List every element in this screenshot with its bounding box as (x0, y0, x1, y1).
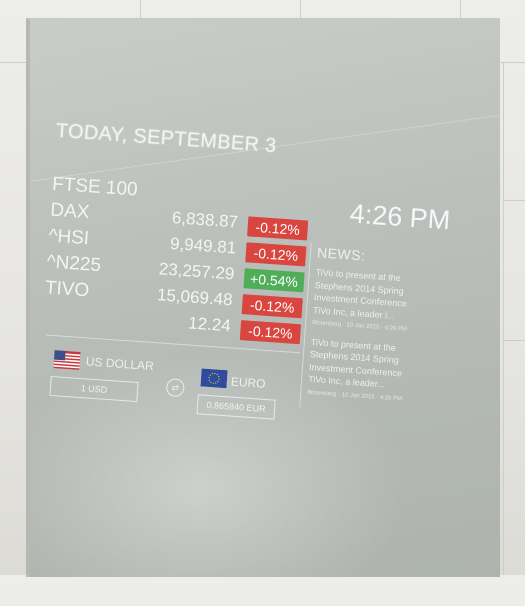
news-headline: TiVo to present at the Stephens 2014 Spr… (307, 336, 403, 390)
stock-price: 12.24 (187, 313, 232, 336)
stock-symbol: DAX (49, 199, 91, 224)
eu-flag-icon (200, 368, 228, 389)
news-panel: NEWS: TiVo to present at the Stephens 20… (307, 244, 428, 406)
stock-price: 6,838.87 (171, 208, 239, 232)
stock-change-badge: +0.54% (243, 268, 305, 293)
stock-symbol: ^HSI (47, 225, 90, 250)
date-heading: TODAY, SEPTEMBER 3 (55, 119, 278, 158)
stock-price: 15,069.48 (156, 285, 234, 310)
news-headline: TiVo to present at the Stephens 2014 Spr… (312, 267, 408, 321)
swap-icon[interactable]: ⇄ (165, 378, 185, 398)
news-item[interactable]: TiVo to present at the Stephens 2014 Spr… (307, 336, 421, 407)
stock-price: 9,949.81 (169, 233, 237, 258)
news-title: NEWS: (316, 244, 366, 264)
stock-symbol: FTSE 100 (51, 173, 139, 201)
from-amount-field[interactable]: 1 USD (49, 375, 139, 403)
news-item[interactable]: TiVo to present at the Stephens 2014 Spr… (312, 266, 426, 337)
stock-symbol: ^N225 (46, 251, 102, 277)
stock-price: 23,257.29 (158, 259, 236, 284)
stock-change-badge: -0.12% (245, 242, 307, 267)
stock-change-badge: -0.12% (241, 294, 303, 319)
stock-change-badge: -0.12% (247, 216, 309, 241)
stock-change-badge: -0.12% (239, 320, 302, 345)
us-flag-icon (53, 350, 81, 370)
stock-symbol: TIVO (44, 277, 90, 302)
currency-converter: US DOLLAR 1 USD ⇄ EURO 0.865840 EUR (46, 350, 300, 427)
to-currency-label: EURO (230, 374, 266, 391)
clock: 4:26 PM (348, 198, 452, 236)
to-amount-field[interactable]: 0.865840 EUR (196, 394, 276, 420)
from-currency-label: US DOLLAR (85, 354, 155, 374)
